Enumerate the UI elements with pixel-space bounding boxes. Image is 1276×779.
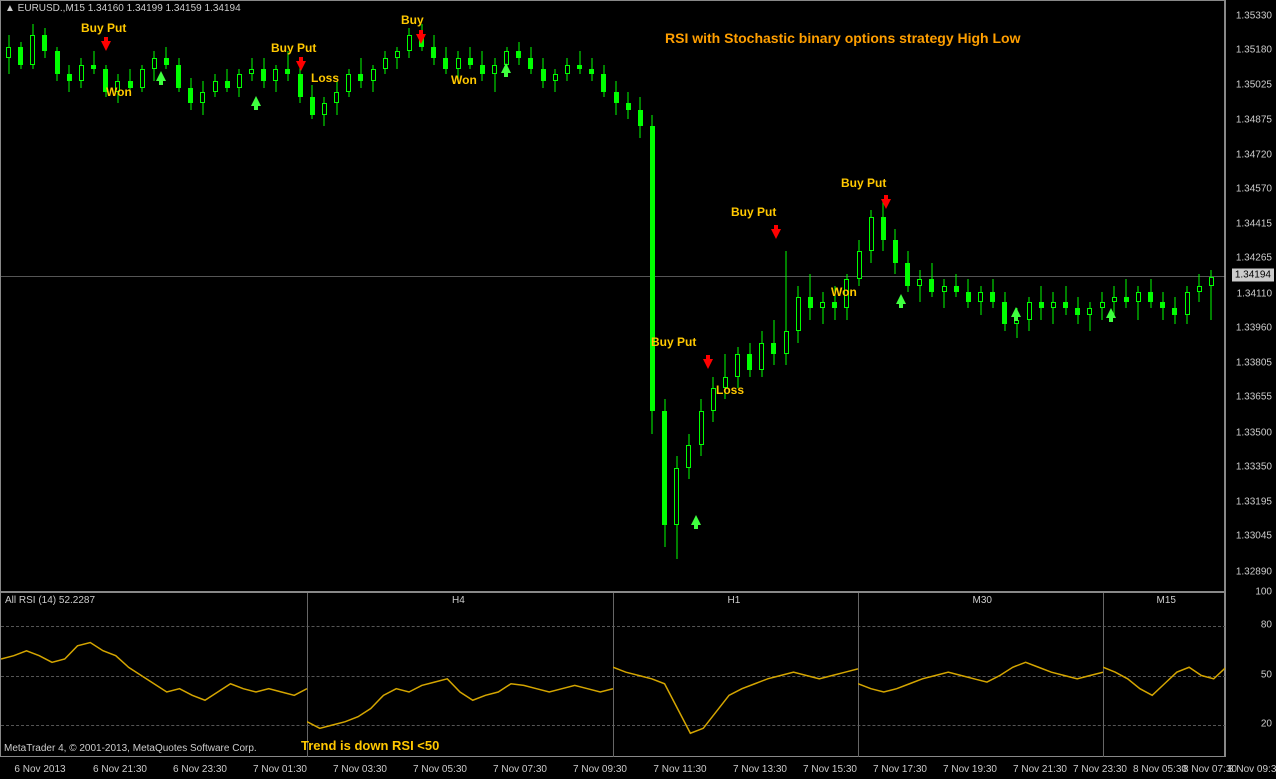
- buy-arrow-icon: [156, 71, 166, 81]
- signal-label: Won: [831, 285, 857, 299]
- rsi-line: [1103, 593, 1226, 758]
- sell-arrow-icon: [881, 199, 891, 209]
- signal-label: Buy Put: [841, 176, 886, 190]
- y-tick: 1.32890: [1236, 566, 1272, 577]
- y-tick: 1.34720: [1236, 149, 1272, 160]
- signal-label: Buy Put: [651, 335, 696, 349]
- ohlc-values: 1.34160 1.34199 1.34159 1.34194: [88, 3, 241, 14]
- y-tick: 1.33500: [1236, 427, 1272, 438]
- x-tick: 6 Nov 21:30: [93, 764, 147, 775]
- y-tick: 1.35180: [1236, 45, 1272, 56]
- rsi-line: [307, 593, 613, 758]
- current-price-badge: 1.34194: [1232, 268, 1274, 281]
- x-tick: 7 Nov 05:30: [413, 764, 467, 775]
- y-tick: 1.33655: [1236, 392, 1272, 403]
- y-tick: 1.33045: [1236, 531, 1272, 542]
- current-price-line: [1, 276, 1226, 277]
- indicator-y-tick: 80: [1261, 620, 1272, 631]
- signal-label: Loss: [716, 383, 744, 397]
- sell-arrow-icon: [101, 41, 111, 51]
- copyright-text: MetaTrader 4, © 2001-2013, MetaQuotes So…: [4, 743, 257, 754]
- signal-label: Won: [451, 73, 477, 87]
- y-tick: 1.33350: [1236, 461, 1272, 472]
- buy-arrow-icon: [1011, 307, 1021, 317]
- x-tick: 7 Nov 17:30: [873, 764, 927, 775]
- chart-header: ▲ EURUSD.,M15 1.34160 1.34199 1.34159 1.…: [5, 3, 241, 14]
- y-tick: 1.34570: [1236, 183, 1272, 194]
- signal-label: Won: [106, 85, 132, 99]
- buy-arrow-icon: [251, 96, 261, 106]
- sell-arrow-icon: [771, 229, 781, 239]
- x-tick: 7 Nov 09:30: [573, 764, 627, 775]
- x-tick: 7 Nov 13:30: [733, 764, 787, 775]
- y-tick: 1.33960: [1236, 322, 1272, 333]
- x-tick: 7 Nov 07:30: [493, 764, 547, 775]
- indicator-y-tick: 50: [1261, 669, 1272, 680]
- x-tick: 7 Nov 21:30: [1013, 764, 1067, 775]
- y-tick: 1.34415: [1236, 219, 1272, 230]
- x-tick: 7 Nov 19:30: [943, 764, 997, 775]
- x-tick: 7 Nov 01:30: [253, 764, 307, 775]
- sell-arrow-icon: [416, 34, 426, 44]
- price-chart[interactable]: ▲ EURUSD.,M15 1.34160 1.34199 1.34159 1.…: [0, 0, 1225, 592]
- indicator-y-tick: 20: [1261, 719, 1272, 730]
- y-tick: 1.35330: [1236, 10, 1272, 21]
- x-tick: 8 Nov 05:30: [1133, 764, 1187, 775]
- y-tick: 1.34110: [1237, 288, 1272, 299]
- x-tick: 6 Nov 23:30: [173, 764, 227, 775]
- rsi-line: [613, 593, 858, 758]
- price-y-axis: 1.35330 1.35180 1.35025 1.34875 1.34720 1.345…: [1225, 0, 1276, 592]
- x-tick: 7 Nov 11:30: [653, 764, 706, 775]
- signal-label: Buy Put: [81, 21, 126, 35]
- time-x-axis: 6 Nov 2013 6 Nov 21:30 6 Nov 23:30 7 Nov 01…: [0, 757, 1276, 779]
- signal-label: Loss: [311, 71, 339, 85]
- buy-arrow-icon: [501, 63, 511, 73]
- indicator-y-axis: 100805020: [1225, 592, 1276, 757]
- x-tick: 6 Nov 2013: [14, 764, 65, 775]
- x-tick: 7 Nov 15:30: [803, 764, 857, 775]
- signal-label: Buy Put: [271, 41, 316, 55]
- x-tick: 7 Nov 03:30: [333, 764, 387, 775]
- signal-label: Buy: [401, 13, 424, 27]
- y-tick: 1.35025: [1236, 80, 1272, 91]
- y-tick: 1.33805: [1236, 358, 1272, 369]
- y-tick: 1.33195: [1236, 497, 1272, 508]
- symbol-timeframe: ▲ EURUSD.,M15: [5, 3, 85, 14]
- rsi-line: [858, 593, 1103, 758]
- signal-label: Buy Put: [731, 205, 776, 219]
- y-tick: 1.34265: [1236, 253, 1272, 264]
- sell-arrow-icon: [296, 61, 306, 71]
- indicator-y-tick: 100: [1255, 587, 1272, 598]
- trend-annotation: Trend is down RSI <50: [301, 738, 439, 753]
- sell-arrow-icon: [703, 359, 713, 369]
- x-tick: 7 Nov 23:30: [1073, 764, 1127, 775]
- y-tick: 1.34875: [1236, 114, 1272, 125]
- strategy-title: RSI with Stochastic binary options strat…: [665, 30, 1020, 46]
- buy-arrow-icon: [691, 515, 701, 525]
- x-tick: 8 Nov 09:30: [1228, 764, 1276, 775]
- rsi-line: [1, 593, 307, 758]
- rsi-indicator-panel[interactable]: All RSI (14) 52.2287 H4H1M30M15Trend is …: [0, 592, 1225, 757]
- buy-arrow-icon: [1106, 308, 1116, 318]
- buy-arrow-icon: [896, 294, 906, 304]
